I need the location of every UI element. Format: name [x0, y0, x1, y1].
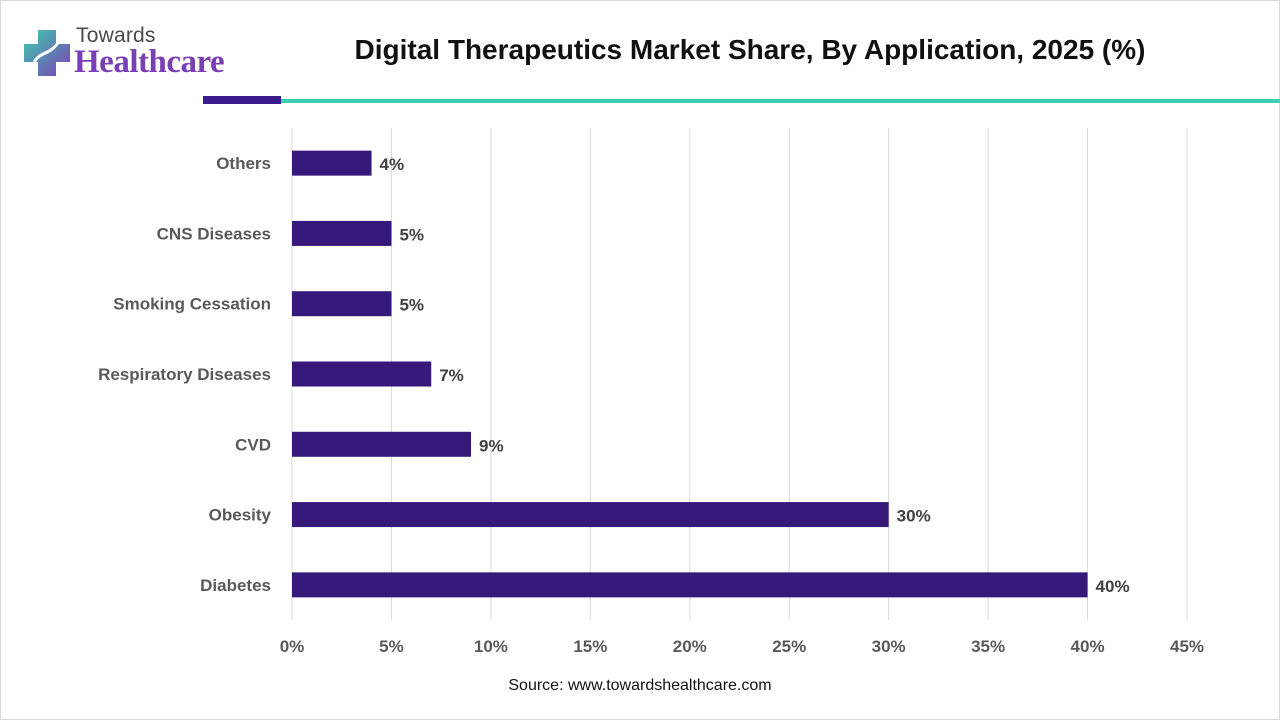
- brand-logo: Towards Healthcare: [20, 22, 250, 86]
- x-tick-label: 25%: [772, 637, 806, 656]
- bar: [292, 150, 372, 176]
- brand-top-text: Towards: [76, 24, 156, 47]
- category-label: Respiratory Diseases: [98, 365, 271, 384]
- title-rule-accent: [203, 96, 281, 104]
- brand-main-text: Healthcare: [74, 44, 225, 80]
- bar: [292, 361, 432, 387]
- bar: [292, 291, 392, 317]
- bar: [292, 431, 471, 457]
- x-tick-label: 10%: [474, 637, 508, 656]
- data-label: 4%: [380, 155, 405, 174]
- chart-title: Digital Therapeutics Market Share, By Ap…: [354, 34, 1146, 65]
- data-label: 9%: [479, 436, 504, 455]
- category-label: Others: [216, 154, 271, 173]
- medical-cross-icon: [24, 30, 70, 76]
- x-tick-label: 30%: [872, 637, 906, 656]
- x-tick-label: 0%: [280, 637, 305, 656]
- bar: [292, 220, 392, 246]
- category-label: Diabetes: [200, 576, 271, 595]
- x-tick-label: 45%: [1170, 637, 1204, 656]
- source-note: Source: www.towardshealthcare.com: [508, 677, 772, 694]
- x-tick-label: 40%: [1071, 637, 1105, 656]
- data-label: 5%: [399, 296, 424, 315]
- data-label: 40%: [1096, 577, 1130, 596]
- x-tick-label: 35%: [971, 637, 1005, 656]
- category-label: Smoking Cessation: [113, 295, 271, 314]
- x-tick-label: 20%: [673, 637, 707, 656]
- data-label: 7%: [439, 366, 464, 385]
- data-label: 5%: [399, 225, 424, 244]
- x-tick-label: 15%: [573, 637, 607, 656]
- category-label: Obesity: [209, 506, 272, 525]
- data-label: 30%: [897, 507, 931, 526]
- bar: [292, 502, 889, 528]
- title-rule: [281, 99, 1280, 103]
- category-label: CVD: [235, 435, 271, 454]
- category-label: CNS Diseases: [157, 224, 271, 243]
- bar: [292, 572, 1088, 598]
- x-tick-label: 5%: [379, 637, 404, 656]
